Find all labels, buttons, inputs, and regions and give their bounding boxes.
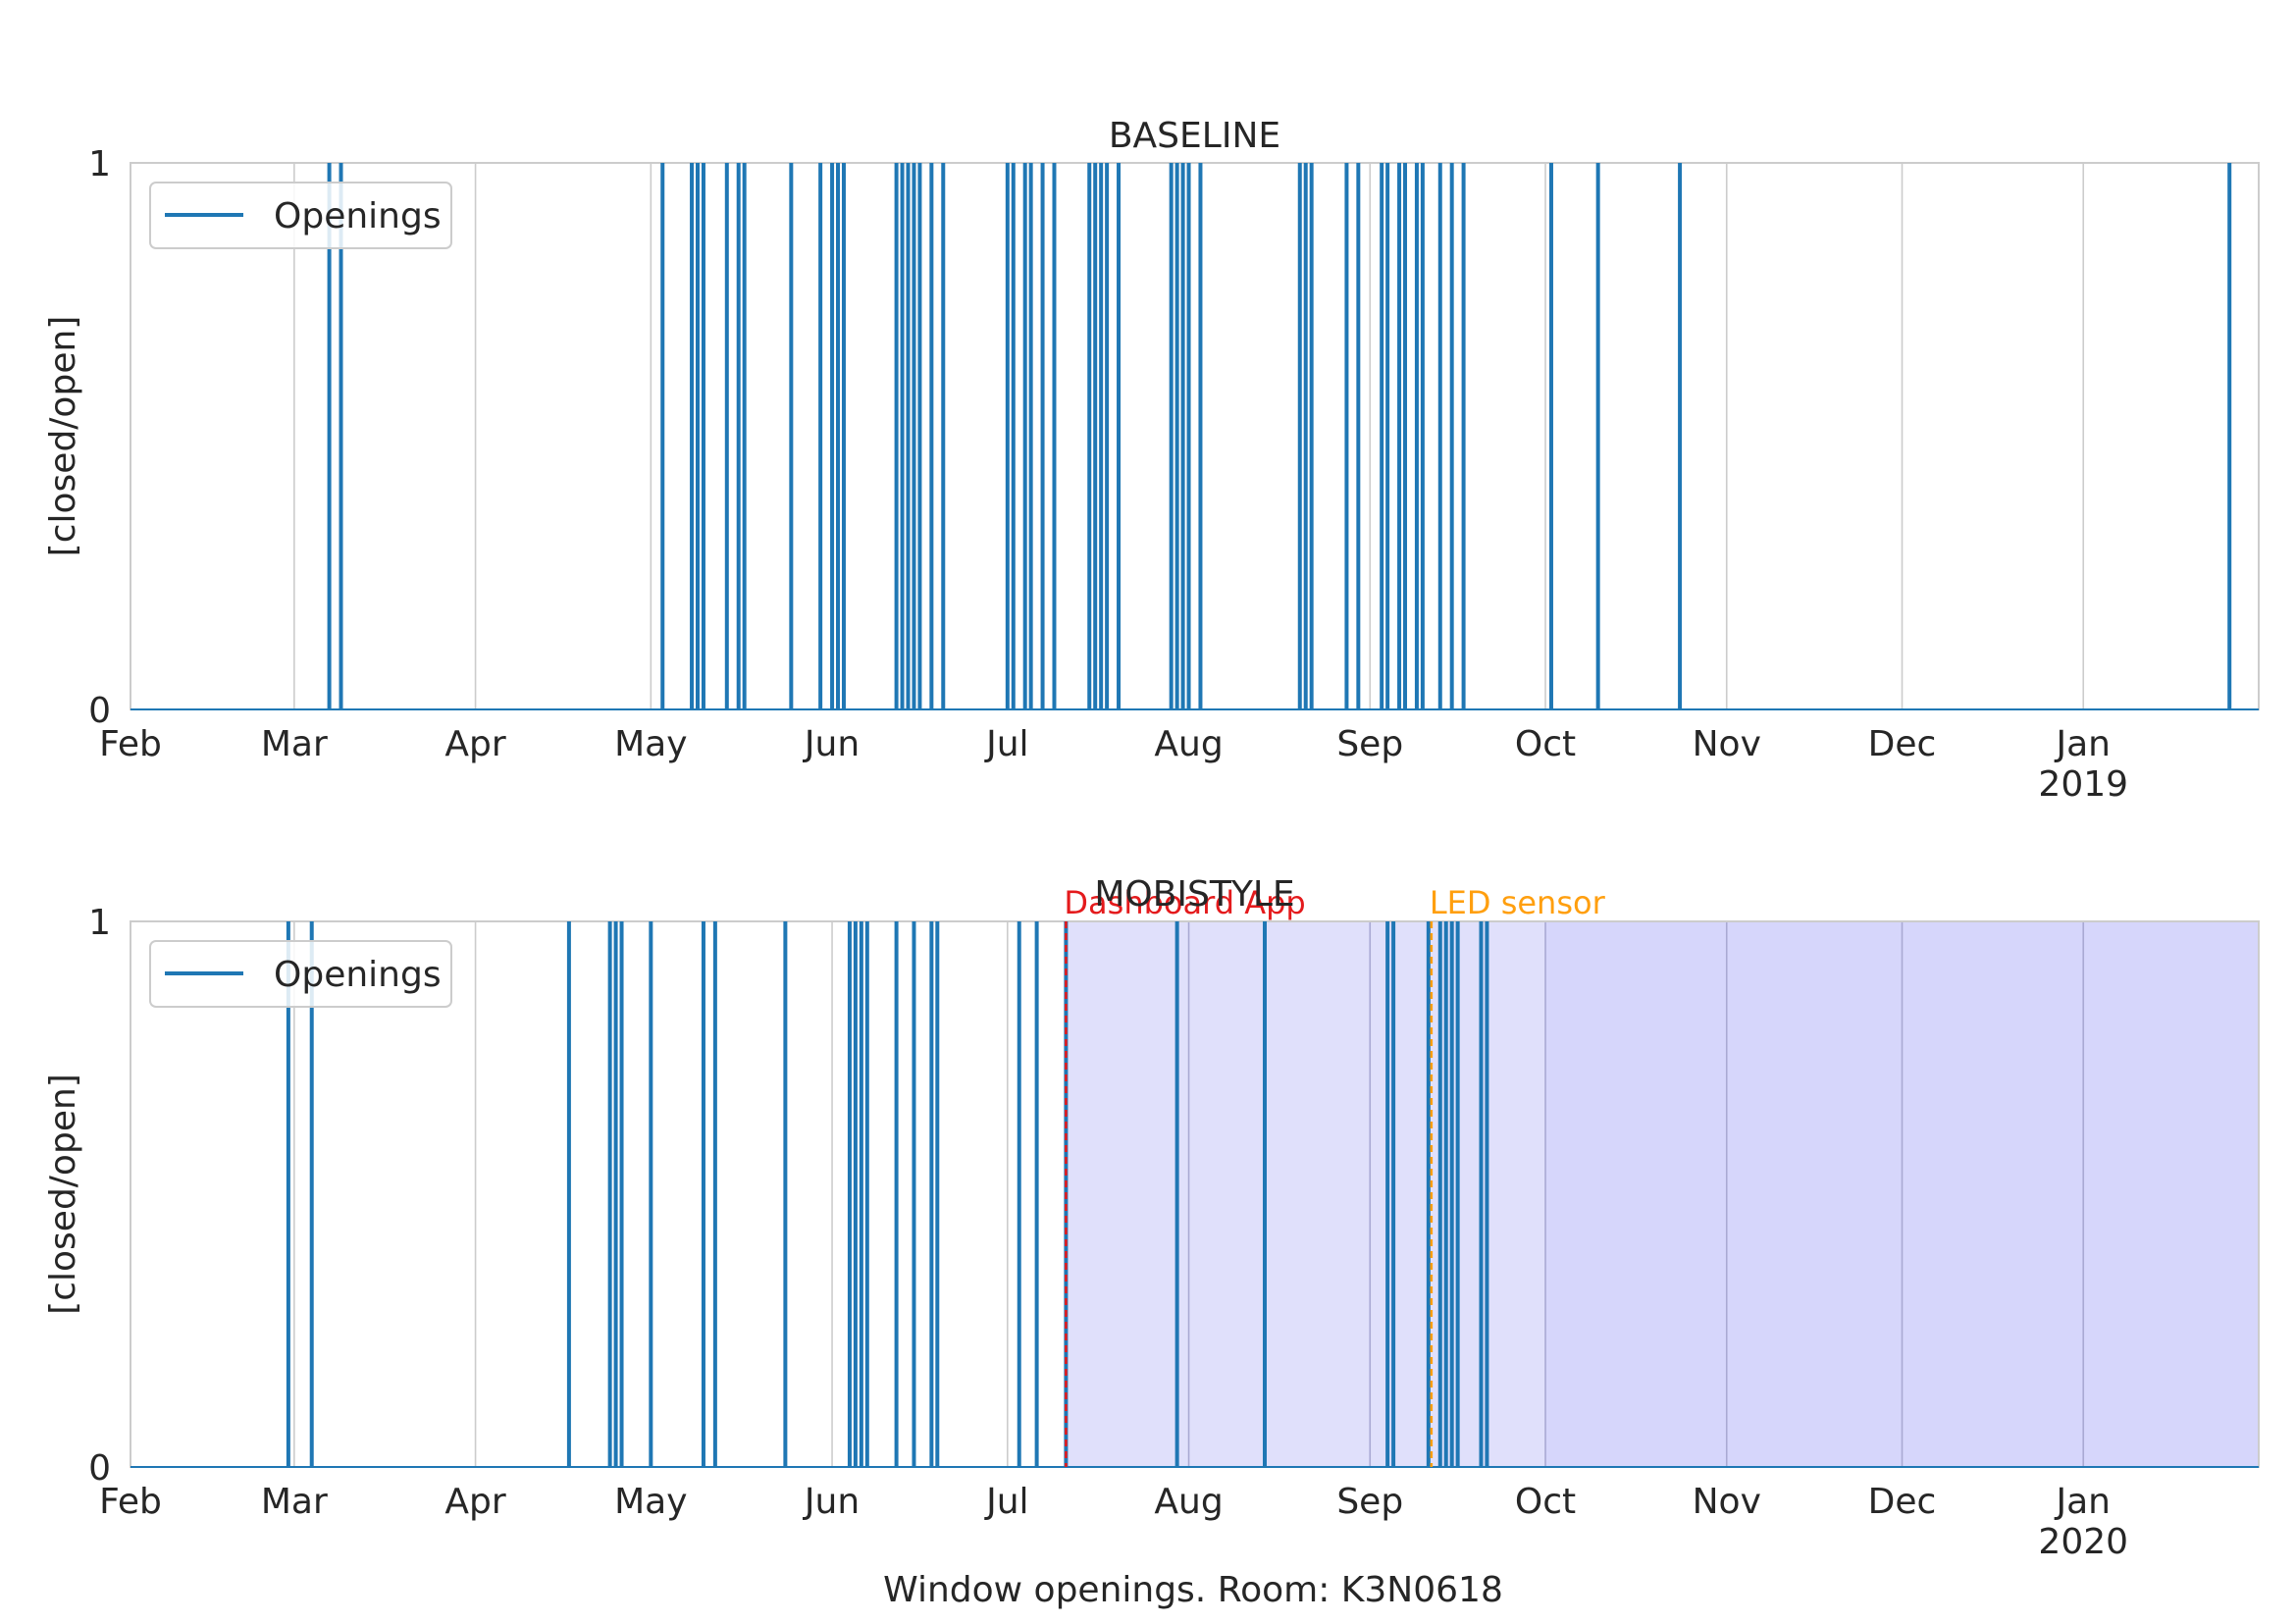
x-tick-label: Nov xyxy=(1693,1482,1761,1522)
legend-label: Openings xyxy=(274,955,442,995)
x-tick-label: Sep xyxy=(1336,1482,1403,1522)
chart-mobistyle: Dashboard App LED sensor MOBISTYLE [closed/… xyxy=(43,874,2260,1562)
chart-title: BASELINE xyxy=(1109,116,1280,156)
figure-caption: Window openings. Room: K3N0618 xyxy=(883,1570,1503,1610)
x-tick-label: Jul xyxy=(984,724,1028,764)
x-tick-label: Sep xyxy=(1336,724,1403,764)
y-tick-label: 1 xyxy=(88,144,111,184)
x-tick-label: Oct xyxy=(1515,1482,1576,1522)
x-tick-year-label: 2020 xyxy=(2038,1522,2128,1562)
x-tick-label: Mar xyxy=(261,1482,328,1522)
shaded-region xyxy=(1066,921,1546,1467)
x-tick-label: Apr xyxy=(444,724,505,764)
x-tick-label: Nov xyxy=(1693,724,1761,764)
legend-box xyxy=(149,182,452,249)
x-tick-label: Feb xyxy=(99,724,162,764)
annotation-label: LED sensor xyxy=(1430,884,1606,921)
x-tick-label: Dec xyxy=(1868,1482,1937,1522)
y-tick-label: 1 xyxy=(88,903,111,943)
y-tick-label: 0 xyxy=(88,1448,111,1489)
x-tick-label: Aug xyxy=(1154,724,1223,764)
x-tick-year-label: 2019 xyxy=(2038,764,2128,805)
x-tick-label: Jan xyxy=(2054,1482,2111,1522)
x-tick-label: Jun xyxy=(803,724,860,764)
x-tick-label: Apr xyxy=(444,1482,505,1522)
legend: Openings xyxy=(149,182,452,249)
y-axis-label: [closed/open] xyxy=(43,316,83,557)
chart-baseline: BASELINE [closed/open] 0 1 Feb Mar Apr May Jun Ju… xyxy=(43,116,2260,805)
y-tick-label: 0 xyxy=(88,691,111,731)
legend-box xyxy=(149,940,452,1008)
x-tick-label: Aug xyxy=(1154,1482,1223,1522)
x-tick-label: Jun xyxy=(803,1482,860,1522)
y-axis-label: [closed/open] xyxy=(43,1073,83,1315)
legend: Openings xyxy=(149,940,452,1008)
annotation-label: Dashboard App xyxy=(1064,884,1305,921)
x-tick-label: Jan xyxy=(2054,724,2111,764)
x-tick-label: Feb xyxy=(99,1482,162,1522)
x-tick-label: Mar xyxy=(261,724,328,764)
x-tick-label: Dec xyxy=(1868,724,1937,764)
x-tick-label: May xyxy=(614,1482,687,1522)
chart-title: MOBISTYLE xyxy=(1094,874,1294,915)
x-tick-label: Jul xyxy=(984,1482,1028,1522)
x-tick-label: May xyxy=(614,724,687,764)
legend-label: Openings xyxy=(274,196,442,236)
x-tick-label: Oct xyxy=(1515,724,1576,764)
